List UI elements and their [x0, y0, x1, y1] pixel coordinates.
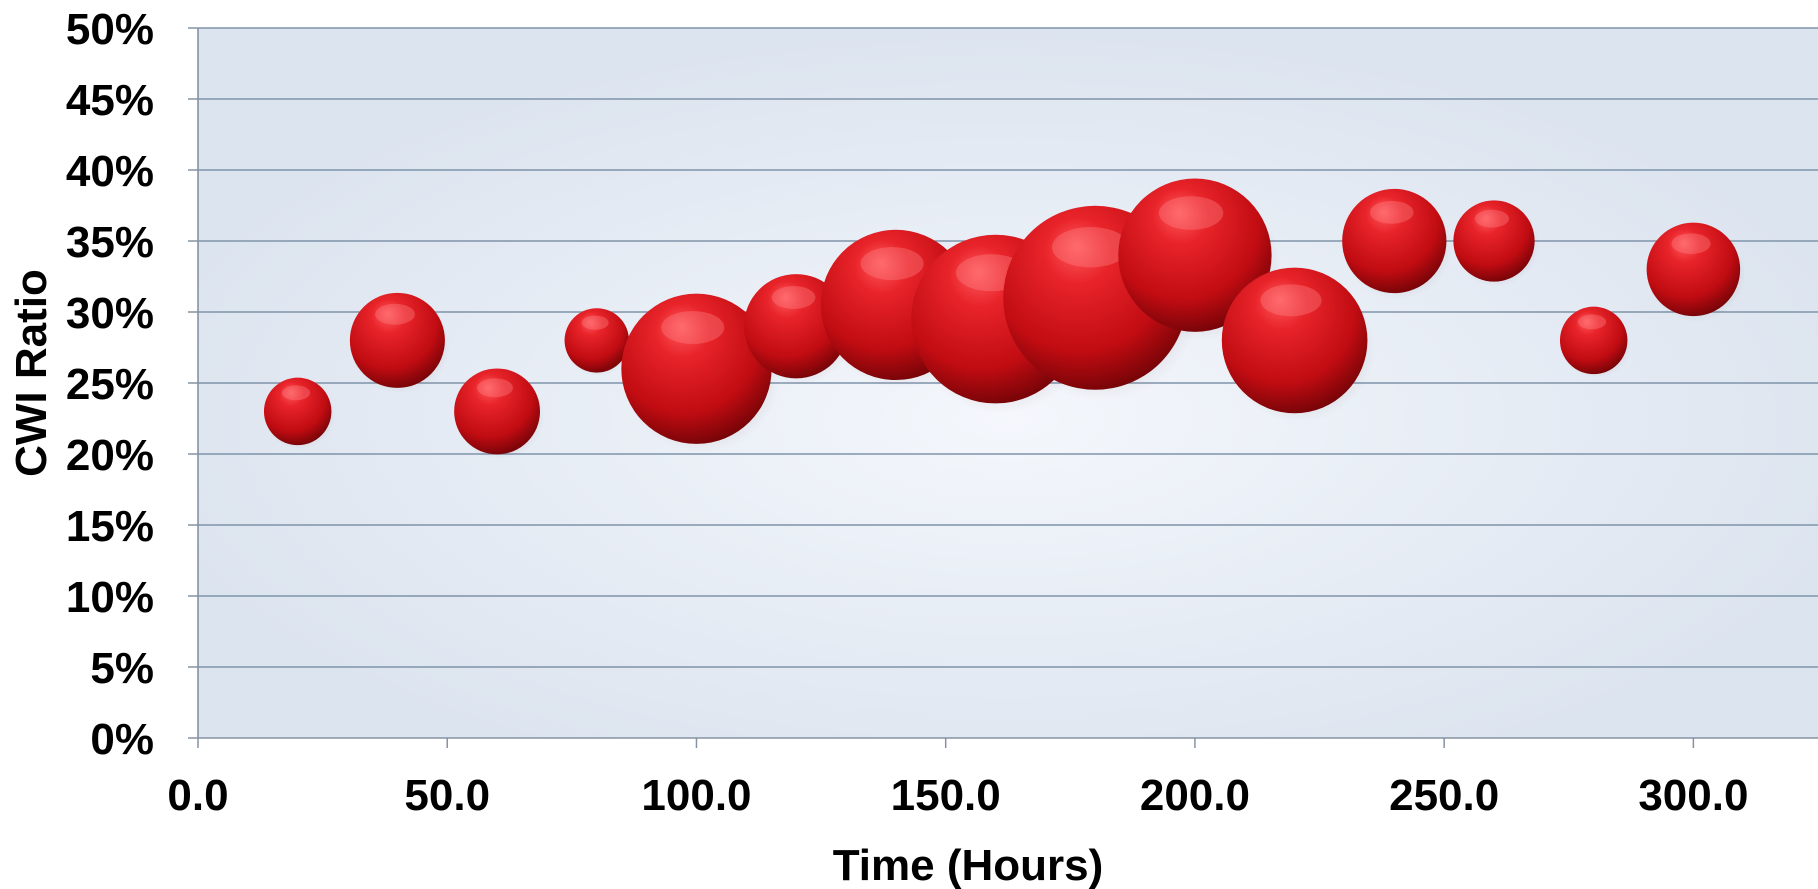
axes	[197, 28, 1818, 748]
x-tick-label: 200.0	[1140, 771, 1250, 820]
y-tick-label: 35%	[66, 218, 154, 267]
bubble-highlight	[1474, 209, 1510, 228]
bubble-highlight	[1158, 196, 1224, 230]
bubble	[1221, 267, 1368, 414]
y-tick-label: 15%	[66, 502, 154, 551]
bubble	[1118, 178, 1272, 332]
bubble-point	[454, 368, 545, 460]
bubble-highlight	[281, 385, 311, 401]
bubble	[263, 377, 332, 446]
x-tick-label: 0.0	[167, 771, 228, 820]
y-tick-label: 50%	[66, 5, 154, 54]
bubble	[1453, 200, 1535, 282]
bubble-highlight	[1260, 284, 1322, 317]
bubble-series	[263, 178, 1746, 460]
bubble-point	[1453, 200, 1540, 287]
bubble-point	[349, 292, 451, 394]
bubble-highlight	[375, 303, 415, 325]
bubble-highlight	[661, 310, 725, 345]
bubble	[1342, 188, 1447, 294]
bubble	[1646, 222, 1741, 317]
bubble-highlight	[1577, 314, 1607, 330]
bubble	[564, 308, 629, 373]
bubble	[349, 292, 445, 388]
x-tick-label: 100.0	[641, 771, 751, 820]
x-axis-title: Time (Hours)	[833, 841, 1104, 889]
y-tick-label: 30%	[66, 289, 154, 338]
y-tick-label: 40%	[66, 147, 154, 196]
bubble	[1559, 306, 1628, 375]
bubble-highlight	[476, 378, 513, 398]
x-tick-label: 300.0	[1638, 771, 1748, 820]
bubble-highlight	[771, 286, 816, 309]
bubble-highlight	[1671, 233, 1711, 254]
bubble-point	[564, 308, 633, 377]
y-tick-label: 45%	[66, 76, 154, 125]
y-tick-label: 10%	[66, 573, 154, 622]
x-tick-labels: 0.0 50.0 100.0 150.0 200.0 250.0 300.0	[167, 771, 1748, 820]
x-tick-label: 150.0	[891, 771, 1001, 820]
bubble-highlight	[1051, 226, 1130, 268]
bubble-highlight	[581, 315, 609, 330]
y-axis-title: CWI Ratio	[7, 269, 56, 477]
x-tick-label: 50.0	[404, 771, 490, 820]
y-tick-label: 5%	[90, 644, 154, 693]
bubble-point	[263, 377, 336, 450]
bubble-point	[1342, 188, 1453, 300]
bubble-point	[621, 293, 780, 453]
y-tick-label: 0%	[90, 715, 154, 764]
y-tick-label: 20%	[66, 431, 154, 480]
bubble-point	[1559, 306, 1632, 379]
bubble	[454, 368, 541, 455]
y-tick-labels: 0% 5% 10% 15% 20% 25% 30% 35% 40% 45% 50%	[66, 5, 154, 764]
bubble-highlight	[860, 247, 924, 281]
y-tick-label: 25%	[66, 360, 154, 409]
bubble-point	[1646, 222, 1746, 322]
bubble-highlight	[1369, 200, 1414, 224]
x-tick-label: 250.0	[1389, 771, 1499, 820]
bubble-point	[1221, 267, 1376, 422]
bubble	[621, 293, 772, 444]
